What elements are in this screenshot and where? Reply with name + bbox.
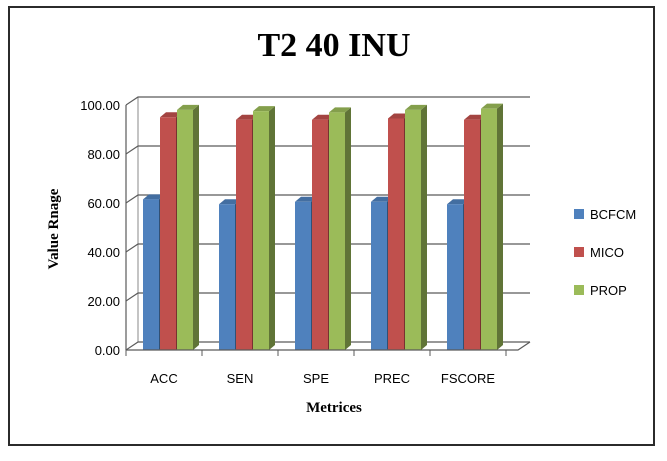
bar-prop-acc: [177, 104, 199, 351]
x-tick-label: FSCORE: [441, 371, 496, 386]
x-axis-line: [126, 341, 531, 351]
x-axis-title: Metrices: [306, 400, 362, 416]
y-tick-label: 100.00: [80, 98, 120, 113]
x-tick-label: ACC: [150, 371, 177, 386]
gridline: [125, 96, 530, 106]
legend-label-prop: PROP: [590, 283, 627, 298]
x-tick-label: SEN: [227, 371, 254, 386]
bar-prop-prec: [405, 104, 427, 351]
bar-prop-fscore: [481, 103, 503, 350]
y-tick-label: 60.00: [87, 196, 120, 211]
y-tick-label: 0.00: [95, 343, 120, 358]
bars: [143, 103, 503, 351]
x-axis-ticks: ACC SEN SPE PREC FSCORE: [125, 341, 531, 386]
bar-prop-sen: [253, 106, 275, 350]
y-axis-ticks: 0.00 20.00 40.00 60.00 80.00 100.00: [80, 98, 120, 358]
y-tick-label: 40.00: [87, 245, 120, 260]
legend-swatch-bcfcm: [574, 209, 584, 219]
legend-swatch-mico: [574, 247, 584, 257]
legend-label-bcfcm: BCFCM: [590, 207, 636, 222]
chart-title: T2 40 INU: [257, 27, 410, 64]
bar-prop-spe: [329, 107, 351, 350]
y-axis-title: Value Rnage: [46, 188, 62, 269]
y-tick-label: 80.00: [87, 147, 120, 162]
x-tick-label: SPE: [303, 371, 329, 386]
legend: BCFCM MICO PROP: [574, 207, 636, 298]
legend-swatch-prop: [574, 285, 584, 295]
x-tick-label: PREC: [374, 371, 410, 386]
y-tick-label: 20.00: [87, 294, 120, 309]
legend-label-mico: MICO: [590, 245, 624, 260]
